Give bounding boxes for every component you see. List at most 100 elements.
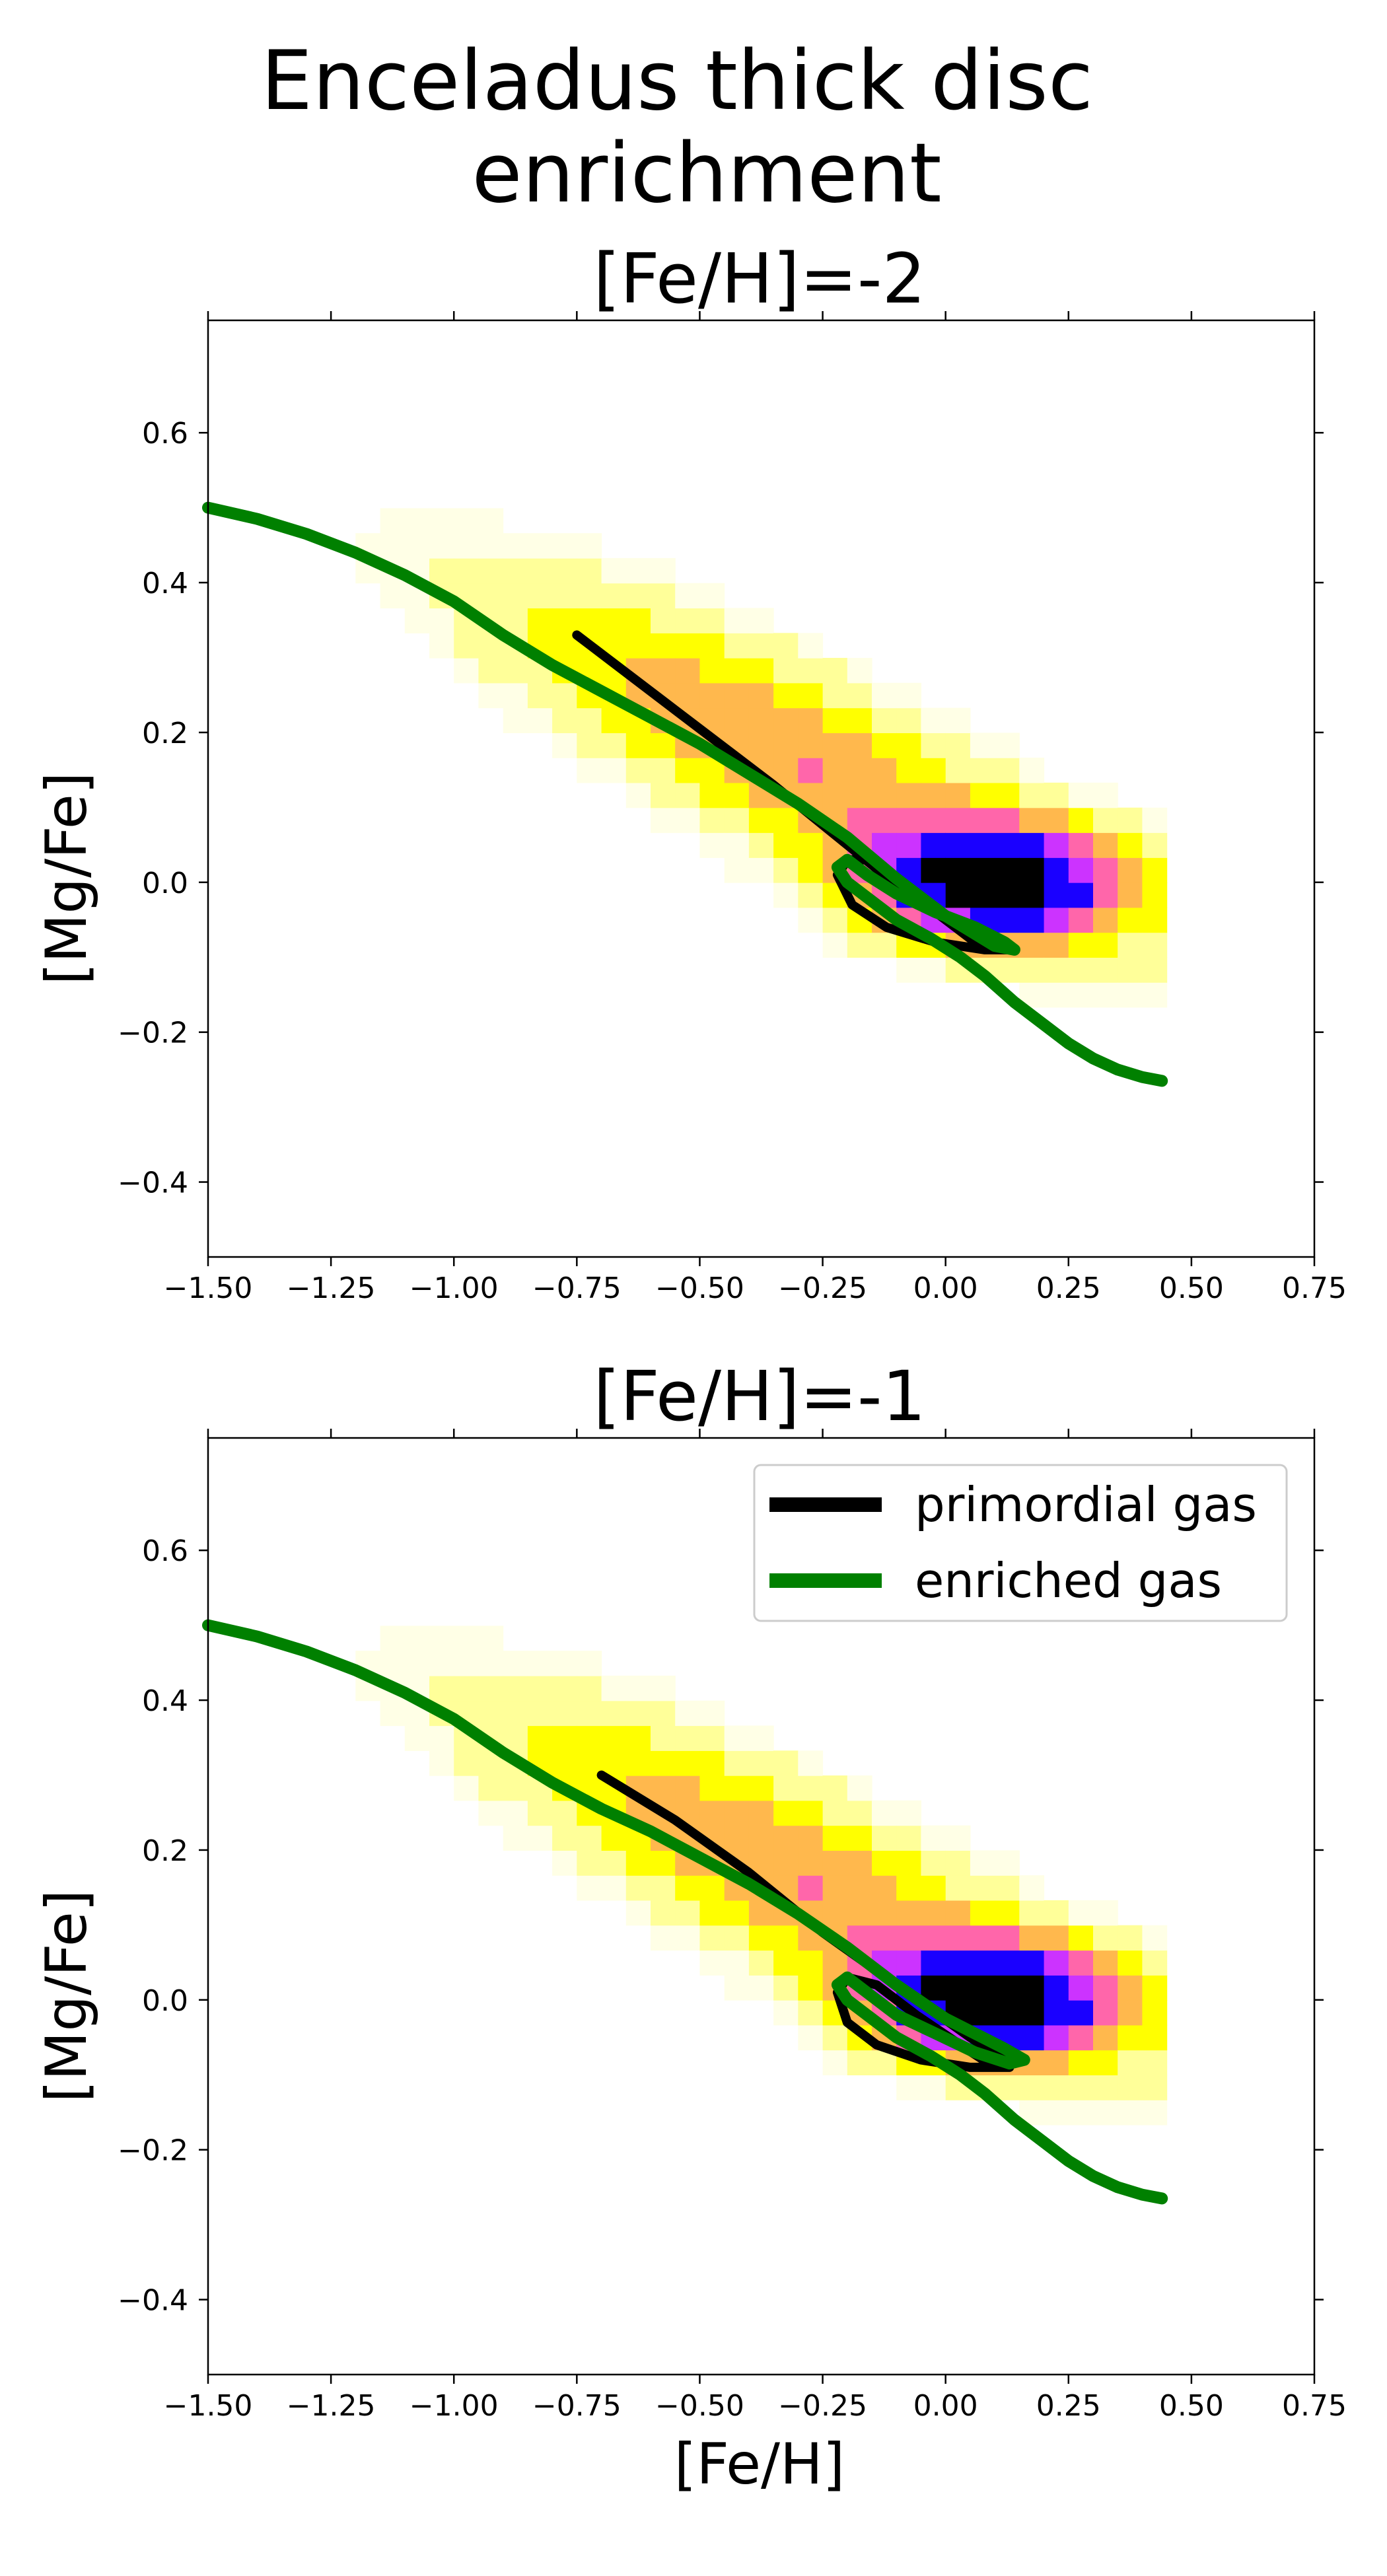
histogram-cell <box>478 1775 504 1801</box>
histogram-cell <box>798 882 824 908</box>
histogram-cell <box>945 807 971 834</box>
histogram-cell <box>552 1800 577 1826</box>
histogram-cell <box>970 2000 995 2026</box>
histogram-cell <box>847 782 872 808</box>
histogram-cell <box>995 1900 1020 1926</box>
histogram-cell <box>478 533 504 559</box>
histogram-cell <box>1044 1950 1069 1976</box>
histogram-cell <box>429 508 454 534</box>
histogram-cell <box>798 857 824 883</box>
y-tick-label: 0.4 <box>142 1684 188 1718</box>
histogram-cell <box>921 1825 946 1851</box>
histogram-cell <box>699 633 725 659</box>
histogram-cell <box>503 1651 528 1676</box>
histogram-cell <box>945 733 971 758</box>
histogram-cell <box>429 633 454 659</box>
histogram-cell <box>748 707 774 733</box>
histogram-cell <box>527 1825 553 1851</box>
histogram-cell <box>601 608 627 633</box>
histogram-cell <box>1118 957 1143 983</box>
histogram-cell <box>1093 2024 1118 2051</box>
histogram-cell <box>773 707 799 733</box>
x-axis-label: [Fe/H] <box>674 2431 845 2497</box>
histogram-cell <box>552 608 577 633</box>
histogram-cell <box>724 807 750 834</box>
histogram-cell <box>601 733 627 758</box>
histogram-cell <box>822 1875 848 1901</box>
series-line-enriched-gas <box>202 1619 1168 2205</box>
histogram-cell <box>1044 807 1069 834</box>
histogram-cell <box>1019 932 1045 958</box>
histogram-cell <box>945 758 971 783</box>
histogram-cell <box>552 1725 577 1751</box>
histogram-cell <box>773 882 799 908</box>
histogram-cell <box>675 782 700 808</box>
histogram-cell <box>1118 832 1143 858</box>
histogram-cell <box>527 1800 553 1826</box>
histogram-cell <box>724 633 750 659</box>
histogram-cell <box>625 1700 651 1727</box>
histogram-cell <box>577 533 602 559</box>
histogram-cell <box>872 1850 897 1876</box>
y-tick-label: 0.2 <box>142 717 188 750</box>
histogram-cell <box>503 658 528 684</box>
histogram-cell <box>798 1825 824 1851</box>
histogram-cell <box>773 1950 799 1976</box>
histogram-cell <box>478 1626 504 1651</box>
histogram-cell <box>454 1775 479 1801</box>
histogram-cell <box>527 1700 553 1727</box>
histogram-cell <box>380 583 406 609</box>
histogram-cell <box>651 1775 676 1801</box>
histogram-cell <box>1068 832 1094 858</box>
histogram-cell <box>699 782 725 808</box>
histogram-cell <box>748 682 774 709</box>
histogram-cell <box>1118 2024 1143 2051</box>
histogram-cell <box>847 1825 872 1851</box>
histogram-cell <box>872 807 897 834</box>
histogram-cell <box>945 857 971 883</box>
histogram-cell <box>1068 882 1094 908</box>
histogram-cell <box>527 1725 553 1751</box>
histogram-cell <box>503 1775 528 1801</box>
histogram-cell <box>1068 907 1094 933</box>
histogram-cell <box>429 557 454 584</box>
histogram-cell <box>822 782 848 808</box>
histogram-cell <box>577 1651 602 1676</box>
histogram-cell <box>1019 957 1045 983</box>
histogram-cell <box>675 583 700 609</box>
histogram-cell <box>1044 932 1069 958</box>
histogram-cell <box>1044 2075 1069 2100</box>
histogram-cell <box>970 1900 995 1926</box>
histogram-cell <box>699 832 725 858</box>
histogram-cell <box>748 857 774 883</box>
histogram-cell <box>872 758 897 783</box>
histogram-cell <box>454 1626 479 1651</box>
histogram-cell <box>995 1950 1020 1976</box>
histogram-cell <box>847 2050 872 2075</box>
histogram-cell <box>921 707 946 733</box>
histogram-cell <box>1068 957 1094 983</box>
histogram-cell <box>1118 807 1143 834</box>
histogram-cell <box>773 1750 799 1776</box>
x-tick-label: 0.50 <box>1159 2389 1224 2423</box>
histogram-cell <box>773 1975 799 2001</box>
histogram-cell <box>724 1975 750 2001</box>
histogram-cell <box>1093 932 1118 958</box>
histogram-cell <box>748 1825 774 1851</box>
histogram-cell <box>1044 782 1069 808</box>
histogram-cell <box>1019 882 1045 908</box>
histogram-cell <box>577 1725 602 1751</box>
histogram-cell <box>577 1675 602 1701</box>
histogram-cell <box>847 1775 872 1801</box>
histogram-cell <box>601 1750 627 1776</box>
histogram-cell <box>1142 882 1168 908</box>
histogram-cell <box>822 1850 848 1876</box>
histogram-cell <box>1142 907 1168 933</box>
histogram-cell <box>577 1825 602 1851</box>
histogram-cell <box>798 1850 824 1876</box>
legend-box <box>753 1464 1288 1622</box>
histogram-cell <box>970 857 995 883</box>
histogram-cell <box>454 658 479 684</box>
histogram-cell <box>478 658 504 684</box>
histogram-cell <box>1093 1925 1118 1951</box>
